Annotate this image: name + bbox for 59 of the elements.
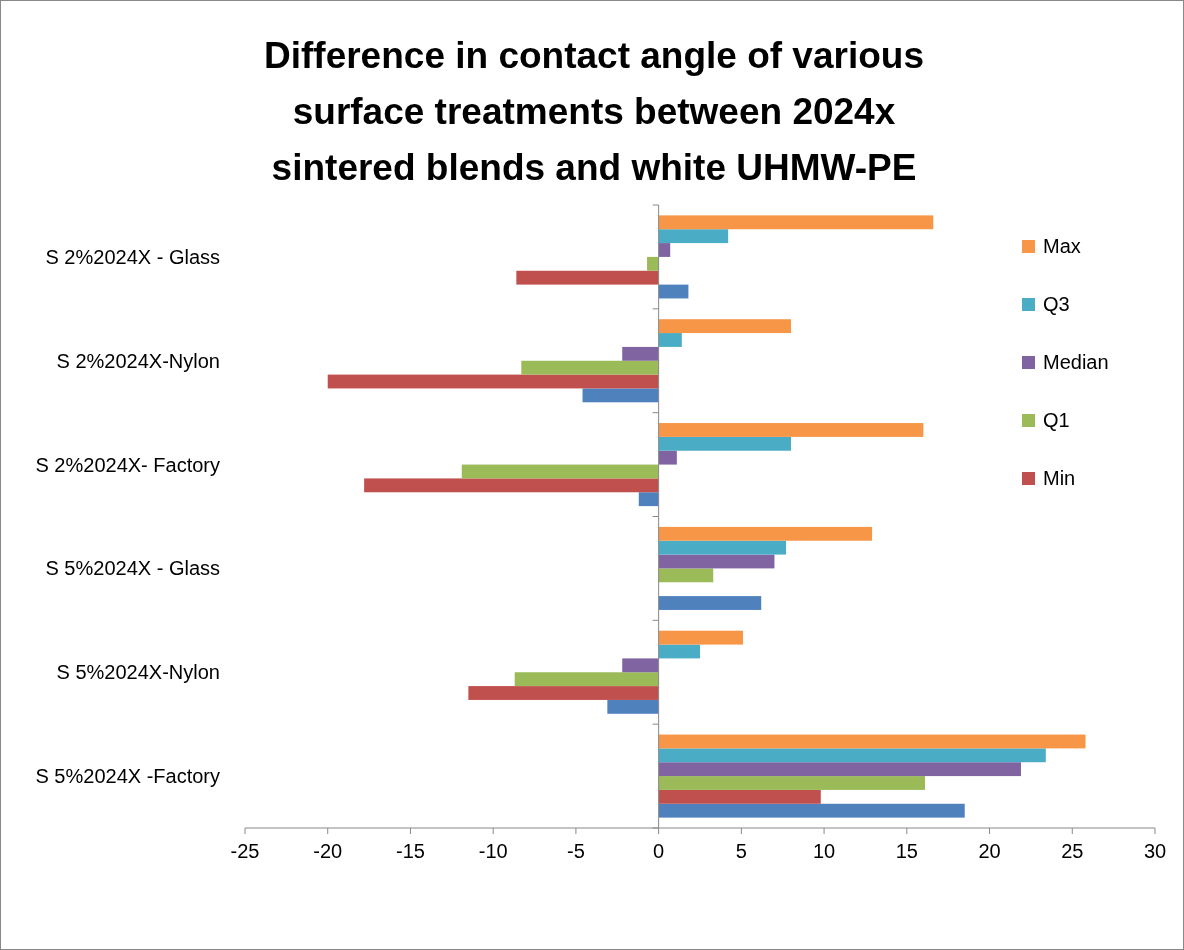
x-tick-label: -25 (230, 840, 260, 862)
legend-label: Q1 (1043, 409, 1070, 431)
bar (461, 464, 659, 479)
bar (327, 374, 659, 389)
y-tick-label: S 2%2024X - Glass (45, 245, 220, 268)
y-tick-label: S 5%2024X -Factory (35, 765, 220, 788)
bar (658, 319, 791, 334)
bar (647, 256, 659, 271)
bar (514, 672, 659, 687)
y-tick-label: S 2%2024X- Factory (35, 453, 220, 476)
legend-label: Max (1043, 235, 1081, 257)
bar (516, 270, 659, 285)
bar (658, 436, 791, 451)
bar (521, 360, 659, 375)
x-tick-label: -10 (478, 840, 508, 862)
bar (658, 789, 821, 804)
bar (658, 540, 787, 555)
x-tick-label: 0 (653, 840, 665, 862)
bar (658, 215, 934, 230)
bar (658, 284, 689, 299)
y-tick-label: S 2%2024X-Nylon (56, 349, 220, 372)
x-tick-label: 5 (735, 840, 747, 862)
x-tick-label: 15 (895, 840, 918, 862)
bar (658, 568, 714, 583)
bar (607, 699, 659, 714)
bar (658, 803, 965, 818)
x-tick-label: -15 (396, 840, 425, 862)
bar (658, 554, 775, 569)
x-tick-label: -20 (313, 840, 343, 862)
bar (658, 734, 1086, 749)
x-tick-label: -5 (567, 840, 585, 862)
x-tick-label: 10 (812, 840, 836, 862)
bar (468, 686, 659, 700)
legend-label: Median (1043, 351, 1109, 373)
bar (658, 450, 677, 465)
bar (658, 423, 924, 437)
bar (658, 630, 744, 645)
bar (658, 776, 926, 790)
bar (658, 644, 700, 659)
legend-label: Q3 (1043, 293, 1070, 315)
bar (582, 388, 659, 403)
x-tick-label: 20 (978, 840, 1001, 862)
bar (658, 243, 671, 257)
bar (658, 748, 1046, 763)
y-tick-label: S 5%2024X - Glass (45, 557, 220, 580)
chart-title: Difference in contact angle of various surface treatments between 2024x sintered blends and white UHMW-PE (264, 35, 924, 188)
legend-label: Min (1043, 467, 1076, 489)
bar (622, 658, 659, 673)
y-tick-label: S 5%2024X-Nylon (56, 661, 220, 684)
bar (658, 596, 762, 610)
bar (638, 492, 659, 507)
x-tick-label: 30 (1143, 840, 1167, 862)
bar (658, 333, 682, 347)
x-tick-label: 25 (1061, 840, 1084, 862)
bar (364, 478, 659, 493)
bar (622, 346, 659, 361)
bar (658, 229, 729, 244)
bar (658, 762, 1021, 777)
bar (658, 526, 873, 541)
